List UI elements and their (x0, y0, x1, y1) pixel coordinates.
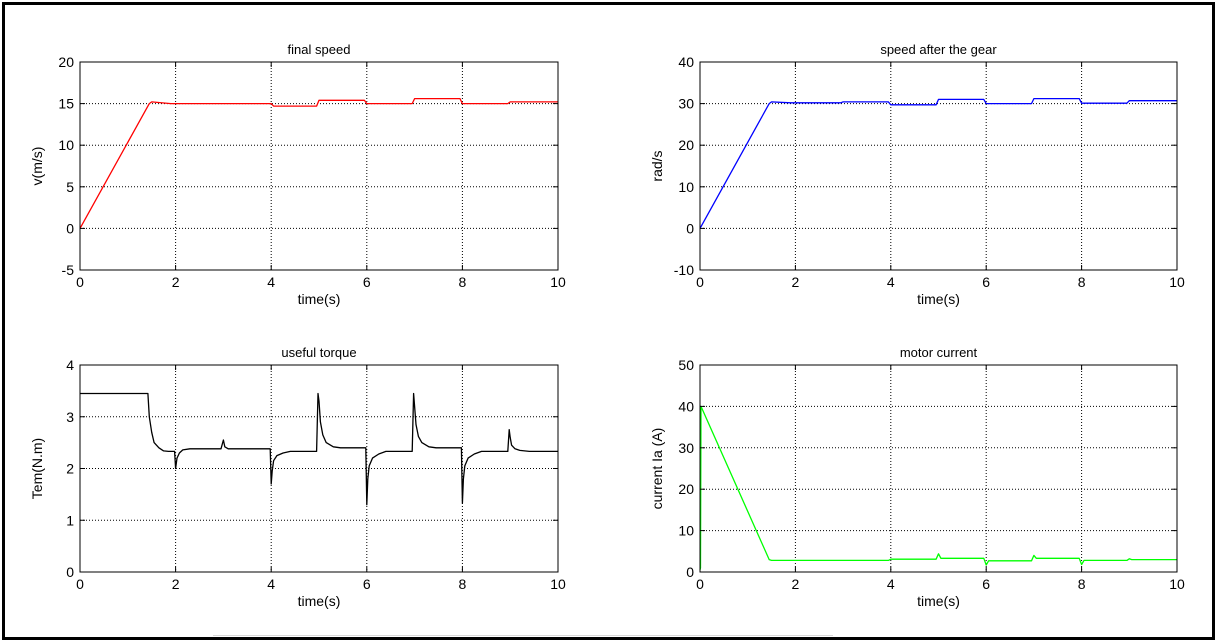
chart-3-title: motor current (900, 345, 978, 360)
chart-3-xtick-label-3: 6 (982, 576, 990, 592)
chart-0-xtick-label-4: 8 (459, 274, 467, 290)
chart-0-xtick-label-2: 4 (267, 274, 275, 290)
chart-0-ytick-label-0: -5 (62, 262, 75, 278)
chart-0-xtick-label-5: 10 (550, 274, 566, 290)
chart-0-axes-box (79, 61, 559, 271)
chart-0-ytick-label-2: 5 (66, 179, 74, 195)
chart-0-series-0-line (79, 97, 558, 229)
chart-2-xtick-label-3: 6 (363, 576, 371, 592)
chart-1-xtick-label-1: 2 (792, 274, 800, 290)
chart-0-ytick-label-1: 0 (66, 220, 74, 236)
chart-3-xtick-label-5: 10 (1169, 576, 1185, 592)
chart-3-axes-box (699, 364, 1178, 573)
chart-2-group: 0 2 4 6 8 10 0 1 2 3 4 useful torque time(s) Tem(N.m) (29, 345, 566, 609)
chart-1-ytick-label-5: 40 (678, 54, 694, 70)
chart-1-ytick-label-3: 20 (678, 137, 694, 153)
chart-1-xtick-label-5: 10 (1169, 274, 1185, 290)
chart-2-xtick-label-4: 8 (459, 576, 467, 592)
chart-1-xtick-label-3: 6 (982, 274, 990, 290)
chart-0-xtick-label-3: 6 (363, 274, 371, 290)
chart-2-xtick-label-2: 4 (267, 576, 275, 592)
chart-0-ytick-label-4: 15 (58, 96, 74, 112)
chart-3-xlabel: time(s) (917, 593, 960, 609)
chart-3-xtick-label-4: 8 (1078, 576, 1086, 592)
chart-3-xtick-label-2: 4 (887, 576, 895, 592)
chart-0-ytick-label-3: 10 (58, 137, 74, 153)
chart-1-title: speed after the gear (880, 42, 997, 57)
chart-2-plot-area (80, 365, 558, 572)
chart-3-plot-area (700, 365, 1177, 572)
chart-2-ytick-label-4: 4 (66, 357, 74, 373)
chart-3-ylabel: current Ia (A) (649, 428, 665, 510)
chart-0-xtick-label-0: 0 (76, 274, 84, 290)
chart-1-series-0-line (699, 97, 1177, 229)
chart-1-ytick-label-4: 30 (678, 96, 694, 112)
chart-1-xlabel: time(s) (917, 291, 960, 307)
chart-2-xtick-label-5: 10 (550, 576, 566, 592)
chart-3-ytick-label-3: 30 (678, 440, 694, 456)
chart-1-axes-box (699, 61, 1178, 271)
chart-2-xlabel: time(s) (298, 593, 341, 609)
chart-3-series-0-line (699, 405, 1177, 571)
chart-0-xlabel: time(s) (298, 291, 341, 307)
chart-3-xtick-label-0: 0 (696, 576, 704, 592)
chart-0-xtick-label-1: 2 (172, 274, 180, 290)
chart-1-ytick-label-1: 0 (686, 220, 694, 236)
chart-1-ytick-label-0: -10 (674, 262, 694, 278)
chart-3-xtick-label-1: 2 (792, 576, 800, 592)
chart-3-ytick-label-5: 50 (678, 357, 694, 373)
chart-1-xtick-label-4: 8 (1078, 274, 1086, 290)
chart-0-plot-area (80, 62, 558, 270)
chart-3-ytick-label-1: 10 (678, 523, 694, 539)
chart-2-ytick-label-1: 1 (66, 512, 74, 528)
chart-3-ytick-label-2: 20 (678, 481, 694, 497)
chart-2-ylabel: Tem(N.m) (29, 438, 45, 499)
chart-2-xtick-label-1: 2 (172, 576, 180, 592)
chart-3-group: 0 2 4 6 8 10 0 10 20 30 40 50 motor current time(s) cu… (649, 345, 1185, 609)
chart-2-ytick-label-2: 2 (66, 461, 74, 477)
chart-0-ytick-label-5: 20 (58, 54, 74, 70)
chart-1-xtick-label-0: 0 (696, 274, 704, 290)
chart-2-ytick-label-0: 0 (66, 564, 74, 580)
chart-2-series-0-line (80, 392, 558, 506)
chart-2-xtick-label-0: 0 (76, 576, 84, 592)
chart-1-xtick-label-2: 4 (887, 274, 895, 290)
chart-0-title: final speed (288, 42, 351, 57)
chart-1-plot-area (700, 62, 1177, 270)
chart-2-ytick-label-3: 3 (66, 409, 74, 425)
caption-divider (213, 635, 833, 638)
chart-3-ytick-label-0: 0 (686, 564, 694, 580)
chart-0-ylabel: v(m/s) (29, 147, 45, 186)
chart-3-ytick-label-4: 40 (678, 398, 694, 414)
chart-1-ylabel: rad/s (649, 150, 665, 181)
chart-1-ytick-label-2: 10 (678, 179, 694, 195)
chart-2-title: useful torque (281, 345, 356, 360)
